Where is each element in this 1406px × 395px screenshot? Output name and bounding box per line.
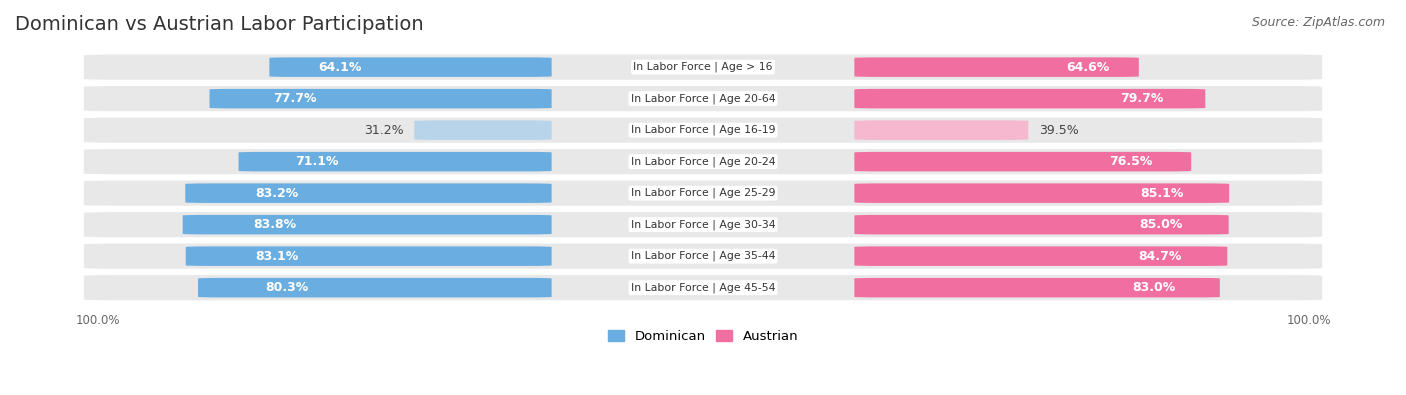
Text: 79.7%: 79.7% bbox=[1121, 92, 1164, 105]
Legend: Dominican, Austrian: Dominican, Austrian bbox=[603, 325, 803, 349]
FancyBboxPatch shape bbox=[855, 246, 1227, 266]
FancyBboxPatch shape bbox=[855, 278, 1220, 297]
Text: In Labor Force | Age 20-64: In Labor Force | Age 20-64 bbox=[631, 93, 775, 104]
FancyBboxPatch shape bbox=[198, 278, 551, 297]
FancyBboxPatch shape bbox=[855, 57, 1139, 77]
Text: 83.2%: 83.2% bbox=[256, 187, 298, 199]
FancyBboxPatch shape bbox=[415, 120, 551, 140]
FancyBboxPatch shape bbox=[209, 89, 551, 108]
Text: 71.1%: 71.1% bbox=[295, 155, 339, 168]
FancyBboxPatch shape bbox=[183, 215, 551, 234]
Text: In Labor Force | Age 30-34: In Labor Force | Age 30-34 bbox=[631, 219, 775, 230]
Text: In Labor Force | Age > 16: In Labor Force | Age > 16 bbox=[633, 62, 773, 72]
FancyBboxPatch shape bbox=[239, 152, 551, 171]
FancyBboxPatch shape bbox=[855, 89, 1205, 108]
FancyBboxPatch shape bbox=[186, 183, 551, 203]
FancyBboxPatch shape bbox=[855, 120, 1028, 140]
Text: 84.7%: 84.7% bbox=[1139, 250, 1182, 263]
Text: 39.5%: 39.5% bbox=[1039, 124, 1078, 137]
FancyBboxPatch shape bbox=[84, 86, 1322, 111]
Text: 76.5%: 76.5% bbox=[1109, 155, 1153, 168]
Text: Source: ZipAtlas.com: Source: ZipAtlas.com bbox=[1251, 16, 1385, 29]
FancyBboxPatch shape bbox=[855, 183, 1229, 203]
FancyBboxPatch shape bbox=[186, 246, 551, 266]
FancyBboxPatch shape bbox=[84, 212, 1322, 237]
Text: 64.6%: 64.6% bbox=[1066, 61, 1109, 73]
Text: Dominican vs Austrian Labor Participation: Dominican vs Austrian Labor Participatio… bbox=[15, 15, 423, 34]
Text: 80.3%: 80.3% bbox=[264, 281, 308, 294]
Text: 83.8%: 83.8% bbox=[253, 218, 297, 231]
Text: 64.1%: 64.1% bbox=[318, 61, 361, 73]
Text: 83.1%: 83.1% bbox=[256, 250, 299, 263]
FancyBboxPatch shape bbox=[855, 152, 1191, 171]
Text: In Labor Force | Age 20-24: In Labor Force | Age 20-24 bbox=[631, 156, 775, 167]
FancyBboxPatch shape bbox=[84, 244, 1322, 269]
Text: 85.1%: 85.1% bbox=[1140, 187, 1184, 199]
Text: In Labor Force | Age 16-19: In Labor Force | Age 16-19 bbox=[631, 125, 775, 135]
Text: In Labor Force | Age 25-29: In Labor Force | Age 25-29 bbox=[631, 188, 775, 198]
FancyBboxPatch shape bbox=[84, 275, 1322, 300]
Text: In Labor Force | Age 45-54: In Labor Force | Age 45-54 bbox=[631, 282, 775, 293]
FancyBboxPatch shape bbox=[84, 149, 1322, 174]
FancyBboxPatch shape bbox=[270, 57, 551, 77]
Text: 83.0%: 83.0% bbox=[1132, 281, 1175, 294]
Text: 77.7%: 77.7% bbox=[273, 92, 316, 105]
FancyBboxPatch shape bbox=[84, 118, 1322, 143]
FancyBboxPatch shape bbox=[855, 215, 1229, 234]
Text: 85.0%: 85.0% bbox=[1140, 218, 1182, 231]
FancyBboxPatch shape bbox=[84, 181, 1322, 206]
Text: 31.2%: 31.2% bbox=[364, 124, 404, 137]
FancyBboxPatch shape bbox=[84, 55, 1322, 80]
Text: In Labor Force | Age 35-44: In Labor Force | Age 35-44 bbox=[631, 251, 775, 261]
